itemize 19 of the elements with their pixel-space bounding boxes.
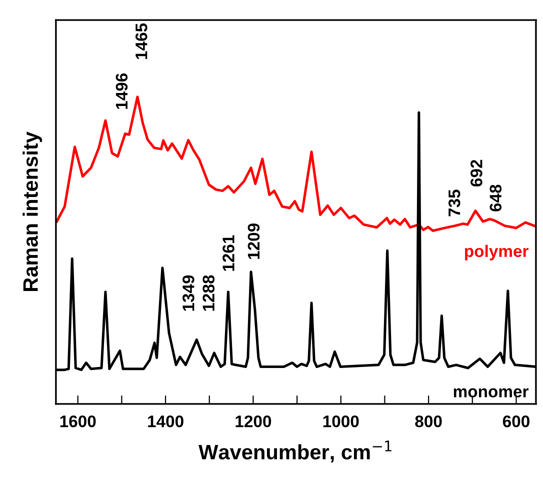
annotation: 692 (470, 160, 482, 186)
annotation: 1209 (248, 224, 260, 259)
x-tick-label: 1200 (236, 415, 272, 428)
x-tick-label: 1400 (148, 415, 184, 428)
series-label: monomer (454, 388, 528, 398)
annotation: 1349 (182, 275, 194, 311)
x-tick-label: 800 (415, 415, 442, 428)
annotation: 1288 (202, 275, 214, 311)
text: 1465 (135, 23, 148, 59)
x-tick-label: 1000 (323, 415, 359, 428)
x-tick-label: 600 (502, 415, 530, 428)
annotation: 1261 (222, 235, 234, 271)
x-axis-title: Wavenumber, cm$^{−1}$ (198, 440, 392, 463)
x-tick-label: 1600 (60, 415, 96, 428)
annotation: 735 (448, 190, 460, 216)
series-label: polymer (465, 244, 528, 260)
y-axis-title: Raman intensity (22, 132, 42, 292)
annotation: 1496 (116, 73, 128, 109)
annotation: 648 (490, 184, 502, 212)
